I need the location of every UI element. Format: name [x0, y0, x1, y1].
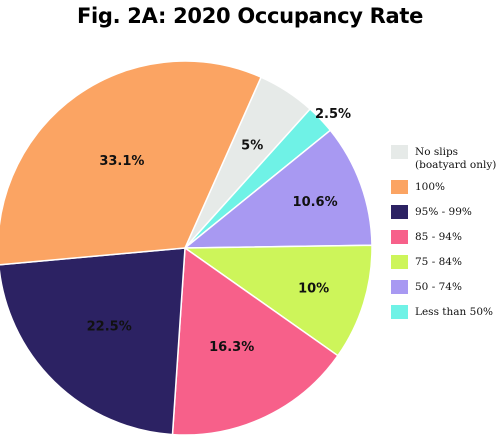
slice-value-label: 16.3%: [209, 340, 254, 355]
legend-label: No slips (boatyard only): [415, 146, 497, 171]
slice-value-label: 33.1%: [99, 154, 144, 169]
legend-label: 100%: [415, 181, 446, 193]
legend-swatch: [391, 305, 408, 319]
legend-swatch: [391, 280, 408, 294]
legend-item: 95% - 99%: [391, 205, 499, 219]
legend-label: 75 - 84%: [415, 256, 462, 268]
legend-label: Less than 50%: [415, 306, 493, 318]
legend-label: 85 - 94%: [415, 231, 462, 243]
legend-swatch: [391, 145, 408, 159]
legend-item: 75 - 84%: [391, 255, 499, 269]
chart-title: Fig. 2A: 2020 Occupancy Rate: [76, 4, 424, 28]
legend-item: 50 - 74%: [391, 280, 499, 294]
legend-item: Less than 50%: [391, 305, 499, 319]
legend-swatch: [391, 180, 408, 194]
slice-value-label: 5%: [241, 138, 263, 153]
legend-label: 95% - 99%: [415, 206, 472, 218]
pie-slice: [182, 244, 373, 357]
slice-value-label: 10%: [298, 282, 329, 297]
slice-value-label: 2.5%: [315, 107, 351, 122]
legend-label: 50 - 74%: [415, 281, 462, 293]
slice-value-label: 10.6%: [293, 195, 338, 210]
legend-swatch: [391, 255, 408, 269]
legend: No slips (boatyard only) 100% 95% - 99% 85 …: [391, 145, 499, 319]
pie-slice: [0, 247, 186, 435]
legend-item: 100%: [391, 180, 499, 194]
pie-slice: [0, 60, 263, 266]
slice-value-label: 22.5%: [87, 320, 132, 335]
legend-item: No slips (boatyard only): [391, 145, 499, 172]
pie-slice: [182, 129, 373, 249]
legend-swatch: [391, 230, 408, 244]
legend-item: 85 - 94%: [391, 230, 499, 244]
legend-swatch: [391, 205, 408, 219]
